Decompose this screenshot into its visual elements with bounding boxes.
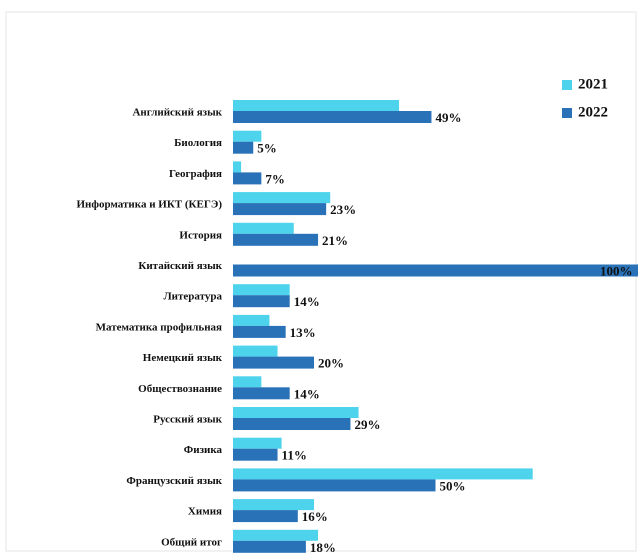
category-label: Общий итог [161, 536, 222, 548]
bar [233, 540, 306, 553]
bar [233, 141, 254, 154]
bar [233, 161, 242, 173]
bar [233, 418, 351, 430]
value-label: 11% [282, 448, 307, 463]
bar [233, 325, 286, 338]
bar [233, 356, 314, 369]
legend-swatch [562, 108, 572, 118]
value-label: 50% [440, 478, 466, 493]
category-label: Обществознание [138, 383, 222, 395]
value-label: 16% [302, 509, 328, 524]
bar [233, 111, 432, 123]
bar [233, 172, 262, 185]
category-label: Французский язык [126, 475, 222, 487]
bar [233, 499, 314, 511]
bar [233, 295, 290, 308]
value-label: 5% [257, 141, 277, 156]
bar [233, 529, 319, 541]
bar [233, 233, 319, 246]
bar [233, 100, 400, 111]
bar [233, 448, 278, 461]
category-label: География [169, 168, 222, 180]
chart-border [5, 11, 637, 552]
value-label: 14% [294, 294, 320, 309]
bar [233, 510, 298, 523]
bar [233, 203, 327, 216]
bar [233, 407, 359, 418]
bar [233, 387, 290, 400]
bar [233, 345, 278, 357]
value-label: 29% [354, 417, 380, 432]
category-label: Русский язык [153, 414, 222, 426]
legend-swatch [562, 80, 572, 90]
category-label: История [179, 229, 222, 241]
legend-label: 2021 [578, 76, 608, 92]
bar [233, 376, 262, 388]
category-label: Немецкий язык [143, 352, 223, 364]
category-label: Информатика и ИКТ (КЕГЭ) [76, 199, 222, 211]
category-label: Английский язык [132, 107, 222, 119]
category-label: Физика [184, 444, 223, 456]
category-label: Биология [174, 137, 222, 149]
bar [233, 314, 270, 326]
value-label: 7% [265, 171, 285, 186]
bar [233, 130, 262, 142]
category-label: Литература [163, 291, 222, 303]
category-label: Химия [188, 506, 222, 518]
value-label: 23% [330, 202, 356, 217]
value-label: 14% [294, 386, 320, 401]
value-label: 100% [600, 263, 633, 278]
legend-label: 2022 [578, 104, 608, 120]
value-label: 13% [290, 325, 316, 340]
value-label: 20% [318, 356, 344, 371]
bar [233, 284, 290, 296]
bar [233, 264, 638, 277]
bar [233, 437, 282, 449]
category-label: Математика профильная [96, 321, 222, 333]
bar [233, 222, 294, 234]
bar [233, 479, 436, 492]
value-label: 49% [435, 110, 461, 125]
value-label: 21% [322, 233, 348, 248]
bar [233, 468, 533, 480]
category-label: Китайский язык [138, 260, 222, 272]
bar [233, 192, 331, 204]
value-label: 18% [310, 540, 336, 553]
